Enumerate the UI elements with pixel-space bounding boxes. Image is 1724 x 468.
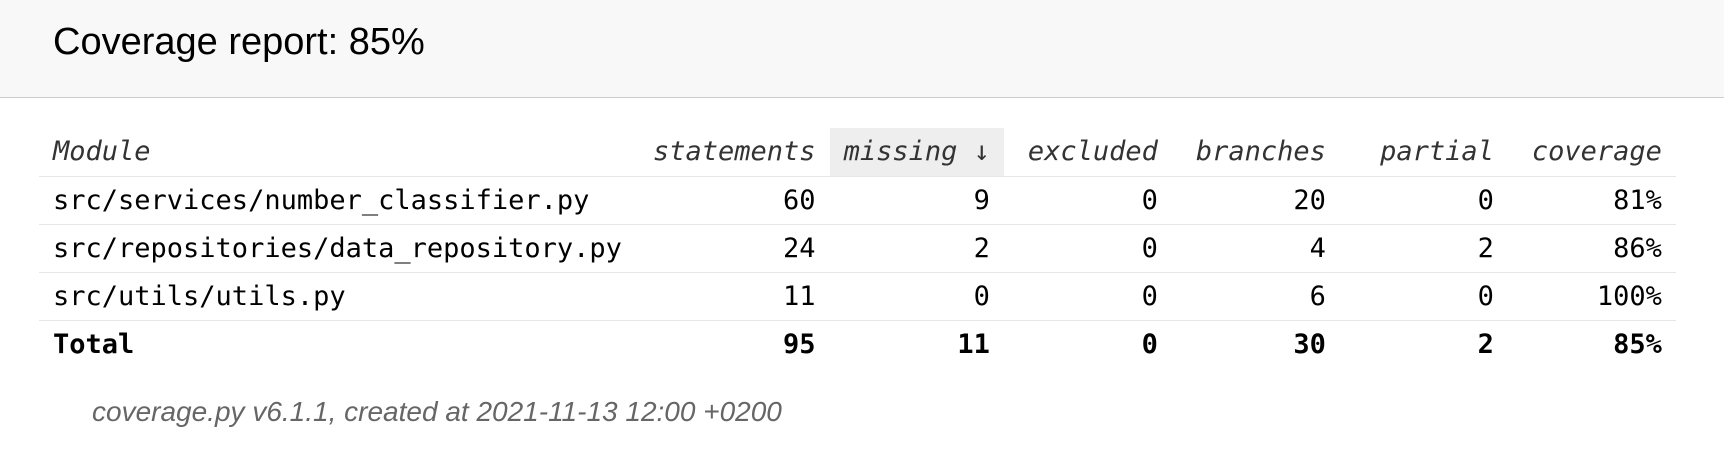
cell-branches: 4 bbox=[1171, 224, 1340, 273]
module-link[interactable]: src/repositories/data_repository.py bbox=[39, 224, 639, 273]
total-statements: 95 bbox=[783, 328, 816, 360]
table-total-row: Total 95 11 0 30 2 85% bbox=[39, 320, 1676, 368]
total-label: Total bbox=[53, 328, 135, 360]
table-row: src/repositories/data_repository.py 24 2… bbox=[39, 224, 1676, 273]
table-row: src/services/number_classifier.py 60 9 0… bbox=[39, 176, 1676, 225]
report-content: Module statements missing ↓ excluded bra… bbox=[0, 98, 1724, 428]
total-missing: 11 bbox=[957, 328, 990, 360]
cell-missing: 9 bbox=[829, 176, 1004, 225]
cell-statements: 60 bbox=[639, 176, 830, 225]
cell-partial: 0 bbox=[1339, 176, 1508, 225]
module-link[interactable]: src/services/number_classifier.py bbox=[39, 176, 639, 225]
column-header-branches[interactable]: branches bbox=[1171, 128, 1340, 177]
column-header-coverage[interactable]: coverage bbox=[1507, 128, 1676, 177]
column-header-missing[interactable]: missing ↓ bbox=[829, 128, 1004, 177]
column-header-excluded[interactable]: excluded bbox=[1003, 128, 1172, 177]
cell-partial: 0 bbox=[1339, 272, 1508, 321]
column-header-partial[interactable]: partial bbox=[1339, 128, 1508, 177]
module-link[interactable]: src/utils/utils.py bbox=[39, 272, 639, 321]
total-partial: 2 bbox=[1477, 328, 1494, 360]
total-excluded: 0 bbox=[1141, 328, 1158, 360]
cell-statements: 11 bbox=[639, 272, 830, 321]
report-footer: coverage.py v6.1.1, created at 2021-11-1… bbox=[92, 396, 782, 427]
coverage-table: Module statements missing ↓ excluded bra… bbox=[39, 128, 1676, 368]
cell-excluded: 0 bbox=[1003, 176, 1172, 225]
report-header: Coverage report: 85% bbox=[0, 0, 1724, 98]
cell-excluded: 0 bbox=[1003, 224, 1172, 273]
cell-coverage: 100% bbox=[1507, 272, 1676, 321]
column-header-module[interactable]: Module bbox=[39, 128, 639, 177]
total-coverage: 85% bbox=[1613, 328, 1662, 360]
cell-branches: 6 bbox=[1171, 272, 1340, 321]
table-row: src/utils/utils.py 11 0 0 6 0 100% bbox=[39, 272, 1676, 321]
cell-coverage: 86% bbox=[1507, 224, 1676, 273]
total-branches: 30 bbox=[1293, 328, 1326, 360]
cell-missing: 0 bbox=[829, 272, 1004, 321]
cell-partial: 2 bbox=[1339, 224, 1508, 273]
cell-statements: 24 bbox=[639, 224, 830, 273]
cell-coverage: 81% bbox=[1507, 176, 1676, 225]
table-header-row: Module statements missing ↓ excluded bra… bbox=[39, 128, 1676, 177]
page-title: Coverage report: 85% bbox=[53, 21, 425, 63]
cell-missing: 2 bbox=[829, 224, 1004, 273]
column-header-statements[interactable]: statements bbox=[639, 128, 830, 177]
cell-branches: 20 bbox=[1171, 176, 1340, 225]
cell-excluded: 0 bbox=[1003, 272, 1172, 321]
